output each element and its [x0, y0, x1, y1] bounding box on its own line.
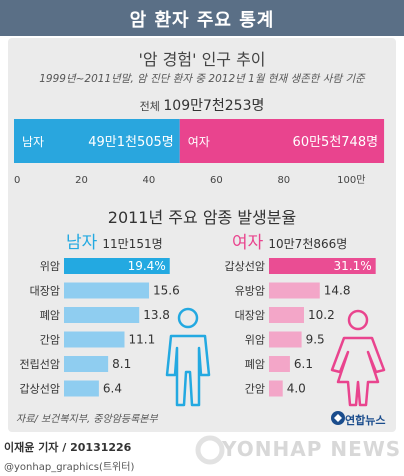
- female-value-label: 9.5: [306, 333, 325, 347]
- female-category-label: 위암: [245, 334, 265, 347]
- male-bar: [64, 331, 125, 348]
- female-bar: [269, 258, 376, 274]
- male-category-label: 폐암: [40, 309, 60, 322]
- female-bar: [269, 307, 304, 323]
- female-header: 여자 10만7천866명: [232, 228, 347, 253]
- male-value-label: 6.4: [103, 382, 122, 396]
- male-category-label: 위암: [40, 260, 60, 273]
- female-category-label: 간암: [245, 383, 265, 396]
- stack-bar-female: [179, 119, 385, 163]
- male-total: 11만151명: [102, 237, 163, 251]
- male-value-label: 15.6: [153, 284, 180, 298]
- female-category-label: 대장암: [235, 309, 265, 322]
- stack-bar-category-label: 남자: [22, 135, 44, 149]
- stack-axis-tick-label: 60: [210, 175, 223, 186]
- female-total: 10만7천866명: [268, 237, 348, 251]
- yonhap-logo-text: 연합뉴스: [345, 414, 386, 427]
- stack-axis-tick-label: 40: [143, 175, 156, 186]
- male-figure-icon: [165, 307, 211, 407]
- survivors-total-label: 전체: [139, 100, 160, 113]
- male-value-label: 8.1: [112, 357, 131, 371]
- survivors-chart-title: '암 경험' 인구 추이: [138, 50, 266, 69]
- stack-axis-tick-label: 80: [277, 175, 290, 186]
- stack-axis-tick-label: 0: [14, 175, 20, 186]
- yonhap-logo-icon: [331, 411, 345, 425]
- stack-axis-tick-label: 100만: [337, 174, 365, 186]
- female-label: 여자: [232, 233, 264, 253]
- male-category-label: 갑상선암: [20, 383, 60, 396]
- male-category-label: 전립선암: [20, 358, 60, 371]
- twitter-handle: @yonhap_graphics(트위터): [4, 462, 135, 473]
- title-bar: [0, 0, 404, 36]
- male-header: 남자 11만151명: [66, 228, 163, 253]
- female-value-label: 4.0: [287, 382, 306, 396]
- male-bar: [64, 356, 109, 372]
- female-value-label: 14.8: [324, 284, 351, 298]
- stack-bar-category-label: 여자: [188, 135, 210, 149]
- female-bar: [269, 282, 320, 299]
- male-label: 남자: [66, 233, 98, 253]
- credit-line: 이재윤 기자 / 20131226: [4, 441, 132, 454]
- female-category-label: 유방암: [235, 285, 265, 298]
- page-title: 암 환자 주요 통계: [129, 10, 275, 31]
- male-bar: [64, 380, 99, 397]
- female-value-label: 6.1: [294, 357, 313, 371]
- male-value-label: 13.8: [143, 308, 170, 322]
- survivors-total-value: 109만7천253명: [163, 98, 265, 114]
- watermark-g-icon: [195, 435, 225, 465]
- survivors-stacked-bar: 남자 49만1천505명 여자 60만5천748명 0 20 40 60 80 100만: [14, 119, 385, 186]
- female-category-label: 갑상선암: [225, 260, 265, 273]
- stack-bar-value-label: 49만1천505명: [88, 135, 174, 150]
- male-value-label: 11.1: [128, 333, 155, 347]
- female-value-label: 10.2: [308, 308, 335, 322]
- stack-bar-value-label: 60만5천748명: [293, 135, 379, 150]
- stack-bar-male: [14, 119, 180, 163]
- stack-axis-tick-label: 20: [75, 175, 88, 186]
- source-note: 자료/ 보건복지부, 중앙암등록본부: [16, 414, 158, 425]
- male-bar: [64, 258, 170, 274]
- female-figure-icon: [330, 309, 386, 407]
- male-bar: [64, 282, 150, 299]
- survivors-total: 전체 109만7천253명: [0, 95, 404, 115]
- female-category-label: 폐암: [245, 358, 265, 371]
- male-incidence-chart: 위암 19.4% 대장암 15.6 폐암 13.8 간암 11.1 전립선암 8.1 갑상선암 6.4: [20, 258, 180, 397]
- female-bar: [269, 331, 302, 348]
- female-value-label: 31.1%: [334, 259, 372, 273]
- survivors-chart-subtitle: 1999년~2011년말, 암 진단 환자 중 2012년 1월 현재 생존한 …: [39, 73, 365, 85]
- watermark-text: YONHAP NEWS: [222, 437, 402, 461]
- male-category-label: 대장암: [30, 285, 60, 298]
- female-bar: [269, 356, 290, 372]
- male-value-label: 19.4%: [128, 259, 166, 273]
- incidence-section-title: 2011년 주요 암종 발생분율: [107, 208, 297, 227]
- male-bar: [64, 307, 140, 323]
- female-incidence-chart: 갑상선암 31.1% 유방암 14.8 대장암 10.2 위암 9.5 폐암 6.1 간암 4.0: [225, 258, 376, 397]
- female-bar: [269, 380, 283, 397]
- male-category-label: 간암: [40, 334, 60, 347]
